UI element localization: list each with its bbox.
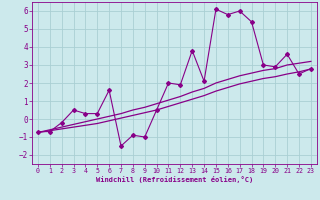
X-axis label: Windchill (Refroidissement éolien,°C): Windchill (Refroidissement éolien,°C) (96, 176, 253, 183)
